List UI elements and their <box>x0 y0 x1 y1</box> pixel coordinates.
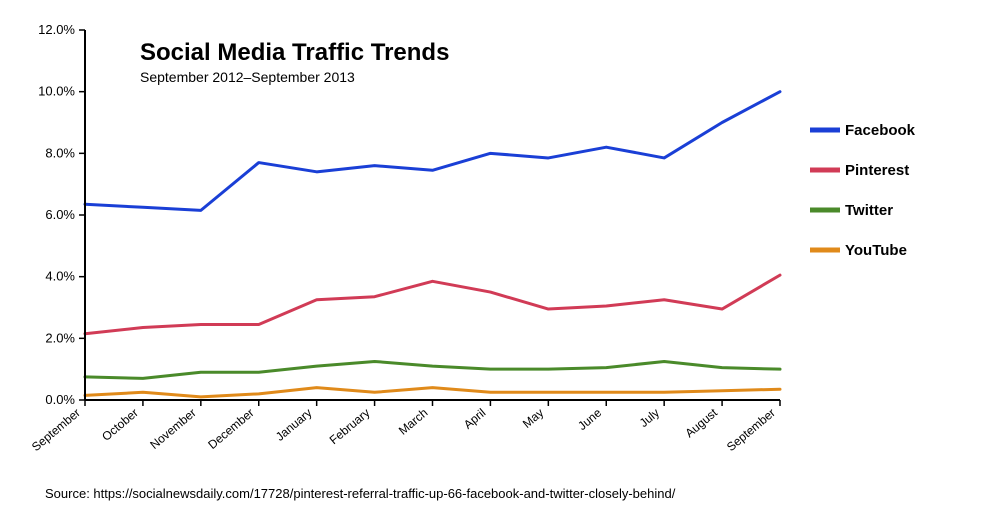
y-tick-label: 2.0% <box>45 330 75 345</box>
y-tick-label: 12.0% <box>38 22 75 37</box>
legend-label-youtube: YouTube <box>845 242 907 259</box>
chart-title: Social Media Traffic Trends <box>140 39 449 66</box>
y-tick-label: 6.0% <box>45 207 75 222</box>
chart-container: 0.0%2.0%4.0%6.0%8.0%10.0%12.0%SeptemberO… <box>0 0 1000 516</box>
legend-label-facebook: Facebook <box>845 122 916 139</box>
y-tick-label: 4.0% <box>45 269 75 284</box>
legend-label-pinterest: Pinterest <box>845 162 909 179</box>
y-tick-label: 0.0% <box>45 392 75 407</box>
y-tick-label: 10.0% <box>38 84 75 99</box>
legend-label-twitter: Twitter <box>845 202 893 219</box>
chart-source: Source: https://socialnewsdaily.com/1772… <box>45 486 676 501</box>
chart-subtitle: September 2012–September 2013 <box>140 69 355 85</box>
y-tick-label: 8.0% <box>45 145 75 160</box>
chart-svg: 0.0%2.0%4.0%6.0%8.0%10.0%12.0%SeptemberO… <box>0 0 1000 516</box>
